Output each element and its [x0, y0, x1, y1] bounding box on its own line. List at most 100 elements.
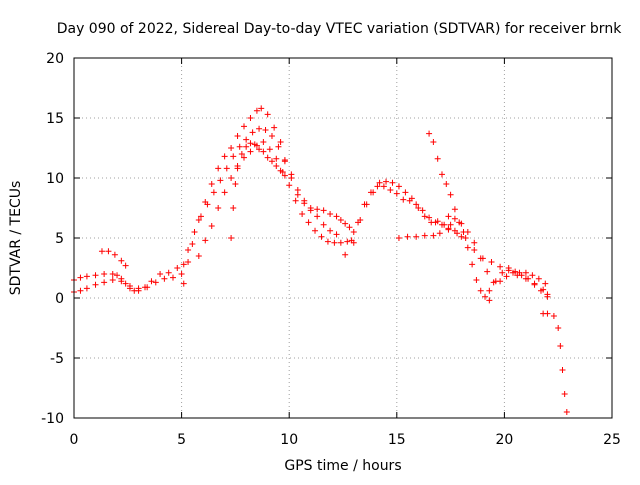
data-point [477, 255, 484, 262]
chart-title: Day 090 of 2022, Sidereal Day-to-day VTE… [57, 21, 622, 37]
data-point [557, 343, 564, 349]
data-point [327, 227, 334, 234]
data-point [531, 281, 538, 288]
data-point [101, 271, 108, 277]
data-point [260, 139, 267, 145]
data-point [275, 143, 282, 150]
data-point [383, 178, 390, 185]
x-tick-label: 15 [388, 432, 406, 448]
data-point [464, 229, 471, 235]
data-point [238, 151, 245, 157]
data-point [135, 285, 142, 292]
data-point [518, 272, 525, 279]
data-point [380, 183, 387, 190]
data-point [428, 219, 435, 226]
data-point [542, 280, 549, 287]
data-point [286, 182, 293, 189]
data-point [77, 287, 84, 294]
data-point [122, 262, 129, 269]
data-point [169, 274, 176, 281]
data-point [105, 248, 112, 255]
data-point [342, 251, 349, 258]
data-point [454, 230, 461, 237]
data-point [165, 269, 172, 276]
x-tick-label: 25 [603, 432, 621, 448]
data-point [436, 230, 443, 237]
data-point [109, 271, 116, 277]
data-point [447, 191, 454, 198]
data-point [522, 269, 529, 276]
data-point [312, 227, 319, 234]
data-point [497, 263, 504, 270]
data-point [482, 293, 489, 300]
data-point [268, 133, 275, 139]
y-tick-label: 10 [46, 171, 64, 187]
data-point [234, 163, 241, 169]
data-point [473, 277, 480, 283]
data-point [395, 235, 402, 241]
data-point [434, 218, 441, 225]
data-point [529, 272, 536, 279]
data-point [443, 181, 450, 187]
data-point [337, 217, 344, 223]
data-point [243, 143, 250, 150]
x-axis-label: GPS time / hours [284, 458, 401, 474]
data-point [451, 215, 458, 222]
data-point [266, 146, 273, 153]
data-point [264, 111, 271, 118]
data-point [477, 287, 484, 294]
data-point [217, 177, 224, 184]
data-point [268, 158, 275, 165]
data-point [77, 274, 84, 281]
data-point [307, 207, 314, 214]
data-point [413, 233, 420, 240]
data-point [400, 196, 407, 203]
data-point [370, 189, 377, 196]
data-point [430, 139, 437, 145]
y-tick-label: 0 [55, 291, 64, 307]
data-point [314, 206, 321, 213]
data-point [471, 239, 478, 246]
data-point [101, 279, 108, 286]
data-point [288, 171, 295, 178]
data-point [230, 205, 237, 211]
data-point [320, 221, 327, 228]
data-point [277, 167, 284, 174]
data-point [197, 213, 204, 220]
data-point [230, 153, 237, 160]
data-point [178, 271, 185, 277]
data-point [561, 391, 568, 397]
data-point [251, 141, 258, 148]
data-point [174, 265, 181, 271]
data-point [152, 279, 159, 286]
data-point [486, 287, 493, 294]
data-point [458, 233, 465, 240]
data-point [503, 273, 510, 280]
series-arc-l [445, 213, 549, 287]
data-point [415, 205, 422, 211]
series-arc-g [228, 140, 288, 241]
y-tick-labels: -10 -5 0 5 10 15 20 [41, 51, 64, 427]
data-point [228, 235, 235, 241]
data-point [488, 259, 495, 265]
series-arc-b [71, 271, 185, 295]
data-point [191, 229, 198, 235]
data-point [208, 181, 215, 187]
data-point [451, 206, 458, 213]
data-point [221, 153, 228, 160]
data-point [357, 217, 364, 223]
data-point [408, 195, 415, 202]
data-point [92, 281, 99, 288]
y-tick-label: -5 [50, 351, 64, 367]
data-point [228, 145, 235, 151]
data-point [484, 268, 491, 275]
data-point [389, 179, 396, 186]
data-point [505, 265, 512, 271]
data-point [294, 187, 301, 193]
data-point [98, 248, 105, 255]
data-point [346, 224, 353, 231]
data-point [204, 201, 211, 208]
data-point [333, 231, 340, 238]
